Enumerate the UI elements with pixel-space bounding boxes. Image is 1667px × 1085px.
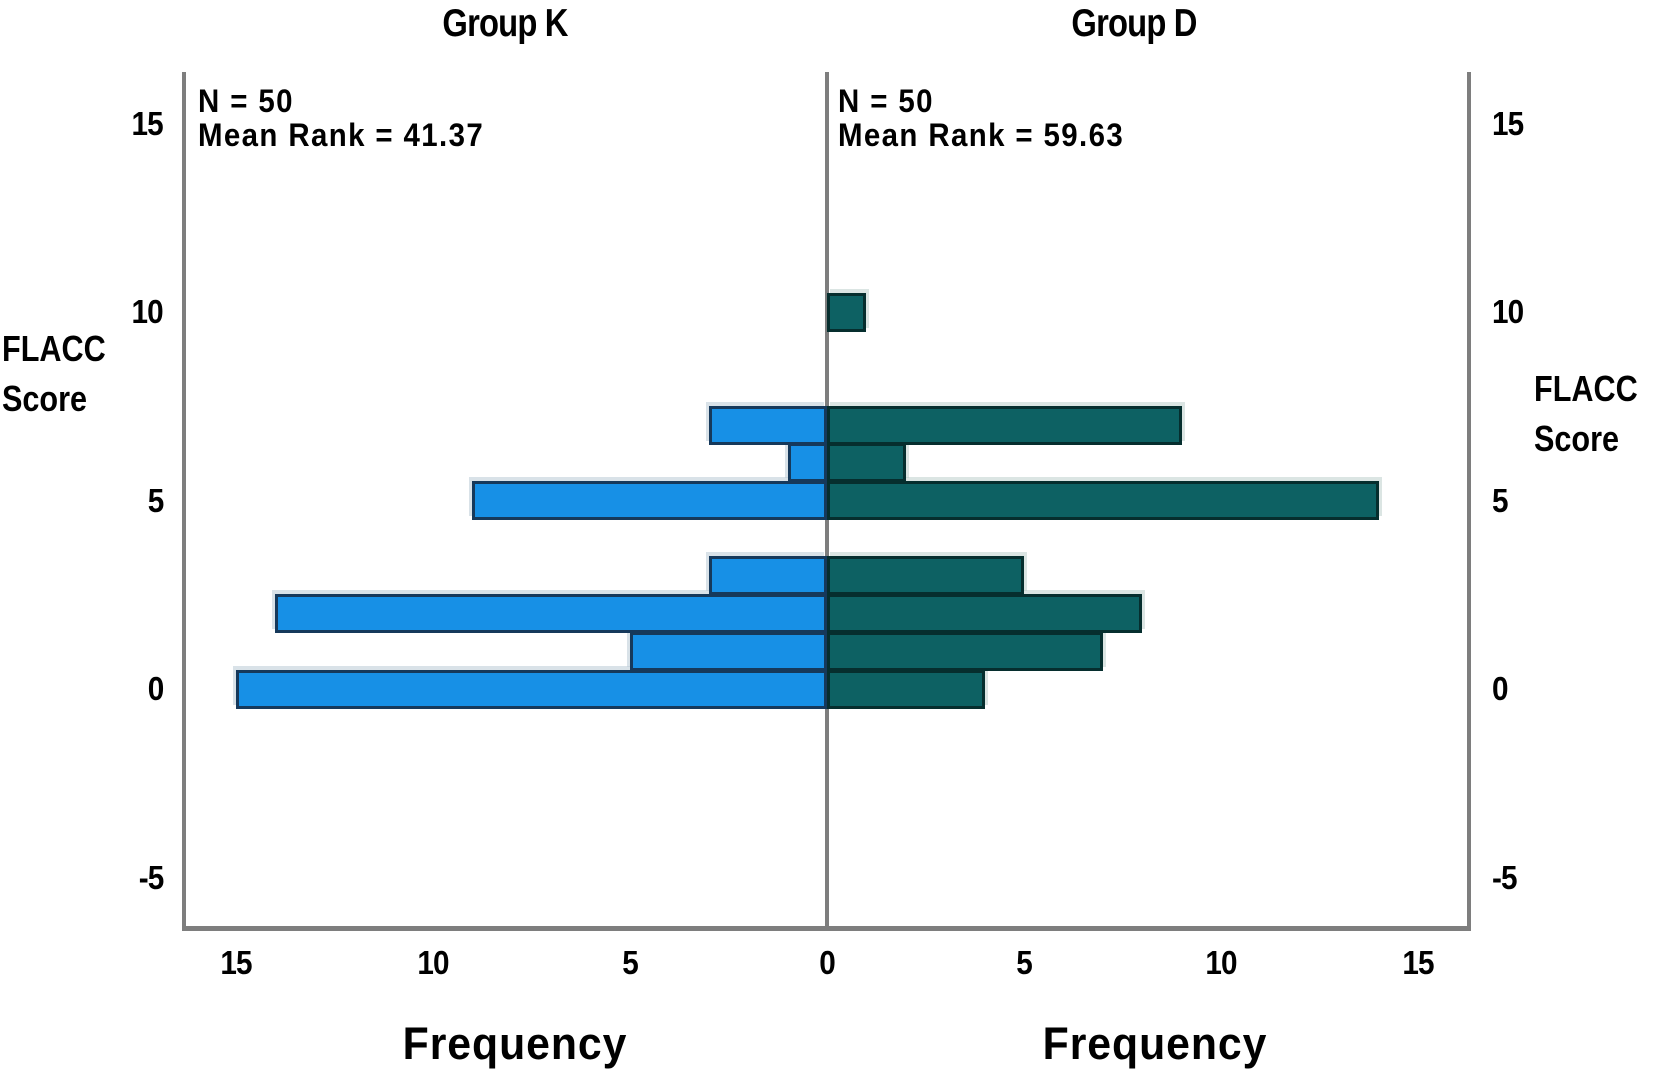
group-k-stats: N = 50 Mean Rank = 41.37: [198, 84, 509, 152]
x-tick-right-10: 10: [1205, 944, 1237, 981]
bar-group-k-score-1: [630, 632, 827, 671]
group-k-n: N = 50: [198, 83, 294, 119]
x-axis-label-right: Frequency: [1042, 1018, 1268, 1069]
y-tick-left-0: 0: [147, 670, 164, 707]
bar-group-d-score-5: [827, 481, 1379, 520]
y-tick-left--5: -5: [138, 859, 164, 896]
x-tick-right-5: 5: [1016, 944, 1033, 981]
bar-group-k-score-2: [275, 594, 827, 633]
x-tick-left-15: 15: [220, 944, 252, 981]
group-k-mean-rank: Mean Rank = 41.37: [198, 117, 485, 153]
y-axis-right: [1467, 72, 1471, 930]
group-d-stats: N = 50 Mean Rank = 59.63: [838, 84, 1149, 152]
y-tick-right--5: -5: [1492, 859, 1518, 896]
y-tick-left-15: 15: [131, 105, 164, 142]
x-tick-left-10: 10: [417, 944, 449, 981]
y-tick-right-15: 15: [1492, 105, 1524, 142]
y-axis-left: [182, 72, 186, 930]
bar-group-k-score-6: [788, 443, 827, 482]
bar-group-d-score-7: [827, 406, 1182, 445]
bar-group-d-score-10: [827, 293, 866, 332]
x-tick-center-zero: 0: [819, 944, 836, 981]
y-axis-label-right: FLACC Score: [1534, 368, 1638, 459]
bar-group-k-score-5: [472, 481, 827, 520]
y-tick-right-10: 10: [1492, 293, 1524, 330]
x-tick-left-5: 5: [622, 944, 639, 981]
y-tick-right-5: 5: [1492, 482, 1509, 519]
group-d-mean-rank: Mean Rank = 59.63: [838, 117, 1125, 153]
bar-group-d-score-0: [827, 670, 985, 709]
x-axis-label-left: Frequency: [402, 1018, 628, 1069]
bar-group-k-score-3: [709, 556, 827, 595]
y-tick-right-0: 0: [1492, 670, 1509, 707]
bar-group-d-score-3: [827, 556, 1024, 595]
bar-group-d-score-2: [827, 594, 1142, 633]
bar-group-k-score-7: [709, 406, 827, 445]
group-d-title: Group D: [1071, 2, 1197, 45]
y-axis-label-left: FLACC Score: [2, 328, 106, 419]
bar-group-d-score-1: [827, 632, 1103, 671]
group-k-title: Group K: [442, 2, 568, 45]
y-tick-left-5: 5: [147, 482, 164, 519]
bar-group-d-score-6: [827, 443, 906, 482]
bar-group-k-score-0: [236, 670, 827, 709]
y-tick-left-10: 10: [131, 293, 164, 330]
x-tick-right-15: 15: [1402, 944, 1434, 981]
x-axis-bottom: [182, 926, 1471, 931]
group-d-n: N = 50: [838, 83, 934, 119]
